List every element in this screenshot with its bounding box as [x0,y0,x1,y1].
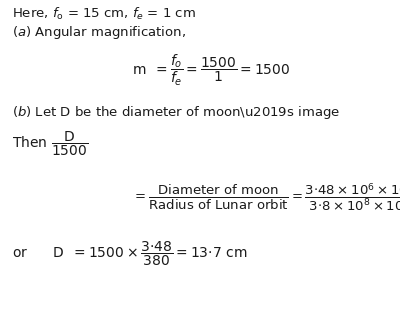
Text: $=\dfrac{\text{Diameter of moon}}{\text{Radius of Lunar orbit}}=\dfrac{3{\cdot}4: $=\dfrac{\text{Diameter of moon}}{\text{… [132,181,400,213]
Text: $(b)$ Let D be the diameter of moon\u2019s image: $(b)$ Let D be the diameter of moon\u201… [12,104,340,121]
Text: Here, $f_\mathrm{o}$ = 15 cm, $f_e$ = 1 cm: Here, $f_\mathrm{o}$ = 15 cm, $f_e$ = 1 … [12,6,196,22]
Text: $(a)$ Angular magnification,: $(a)$ Angular magnification, [12,24,186,41]
Text: or $\quad\;$ D $\;= 1500\times\dfrac{3{\cdot}48}{380}=13{\cdot}7$ cm: or $\quad\;$ D $\;= 1500\times\dfrac{3{\… [12,239,248,268]
Text: Then $\dfrac{\mathrm{D}}{1500}$: Then $\dfrac{\mathrm{D}}{1500}$ [12,130,88,158]
Text: $\mathrm{m}\;\;=\dfrac{f_o}{f_e}=\dfrac{1500}{1}=1500$: $\mathrm{m}\;\;=\dfrac{f_o}{f_e}=\dfrac{… [132,53,290,88]
